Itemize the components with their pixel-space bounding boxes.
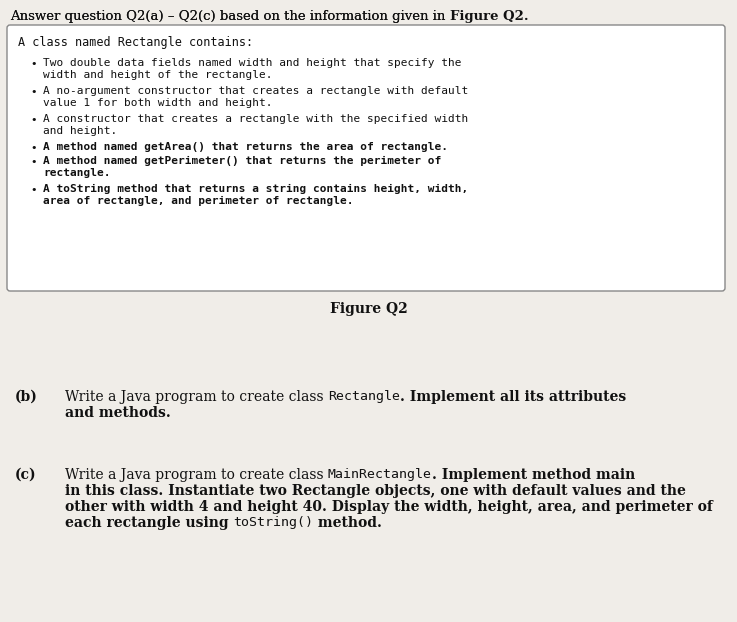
Text: •: • <box>30 157 37 167</box>
Text: . Implement method main: . Implement method main <box>432 468 635 482</box>
Text: toString(): toString() <box>234 516 313 529</box>
Text: . Implement all its attributes: . Implement all its attributes <box>400 390 626 404</box>
Text: (c): (c) <box>15 468 37 482</box>
Text: Figure Q2.: Figure Q2. <box>450 10 528 23</box>
FancyBboxPatch shape <box>7 25 725 291</box>
Text: Write a Java program to create class: Write a Java program to create class <box>65 468 328 482</box>
Text: MainRectangle: MainRectangle <box>328 468 432 481</box>
Text: Write a Java program to create class: Write a Java program to create class <box>65 390 328 404</box>
Text: •: • <box>30 115 37 125</box>
Text: and methods.: and methods. <box>65 406 171 420</box>
Text: •: • <box>30 143 37 153</box>
Text: Answer question Q2(a) – Q2(c) based on the information given in: Answer question Q2(a) – Q2(c) based on t… <box>10 10 450 23</box>
Text: A class named Rectangle contains:: A class named Rectangle contains: <box>18 36 253 49</box>
Text: •: • <box>30 59 37 69</box>
Text: in this class. Instantiate two Rectangle objects, one with default values and th: in this class. Instantiate two Rectangle… <box>65 484 686 498</box>
Text: Figure Q2: Figure Q2 <box>329 302 408 316</box>
Text: •: • <box>30 185 37 195</box>
Text: method.: method. <box>313 516 383 530</box>
Text: (b): (b) <box>15 390 38 404</box>
Text: Two double data fields named width and height that specify the
width and height : Two double data fields named width and h… <box>43 58 461 80</box>
Text: each rectangle using: each rectangle using <box>65 516 234 530</box>
Text: A constructor that creates a rectangle with the specified width
and height.: A constructor that creates a rectangle w… <box>43 114 468 136</box>
Text: A method named getPerimeter() that returns the perimeter of
rectangle.: A method named getPerimeter() that retur… <box>43 156 441 178</box>
Text: Rectangle: Rectangle <box>328 390 400 403</box>
Text: other with width 4 and height 40. Display the width, height, area, and perimeter: other with width 4 and height 40. Displa… <box>65 500 713 514</box>
Text: A toString method that returns a string contains height, width,
area of rectangl: A toString method that returns a string … <box>43 184 468 206</box>
Text: A method named getArea() that returns the area of rectangle.: A method named getArea() that returns th… <box>43 142 448 152</box>
Text: A no-argument constructor that creates a rectangle with default
value 1 for both: A no-argument constructor that creates a… <box>43 86 468 108</box>
Text: •: • <box>30 87 37 97</box>
Text: Answer question Q2(a) – Q2(c) based on the information given in: Answer question Q2(a) – Q2(c) based on t… <box>10 10 450 23</box>
